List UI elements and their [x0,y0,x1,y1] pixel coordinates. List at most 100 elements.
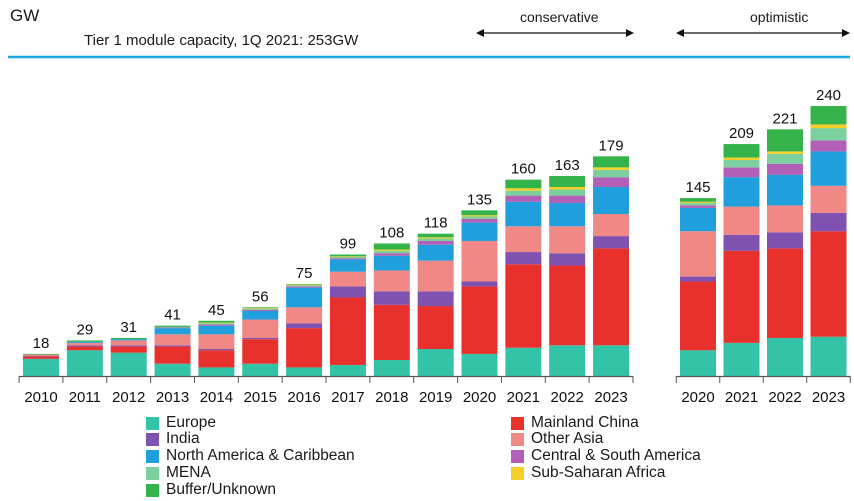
bar-segment-central-south-america-6 [286,286,323,288]
legend-item-sub-saharan-africa: Sub-Saharan Africa [511,464,665,482]
bar-segment-north-america-caribbean-5 [242,310,279,320]
x-tick-label-13: 2023 [594,389,627,406]
bar-segment-north-america-caribbean-6 [286,287,323,308]
bar-segment-north-america-caribbean-3 [154,328,191,335]
bar-segment-north-america-caribbean-14 [680,207,716,232]
bar-segment-buffer-unknown-13 [593,156,630,168]
bar-segment-mena-17 [810,128,847,141]
bar-segment-mainland-china-10 [461,286,498,354]
bar-segment-central-south-america-12 [549,195,586,203]
bar-segment-europe-14 [680,350,716,376]
bar-segment-india-12 [549,253,586,266]
bar-segment-sub-saharan-africa-5 [242,307,279,309]
legend-label-buffer-unknown: Buffer/Unknown [166,481,276,498]
total-label-3: 41 [164,307,181,324]
x-tick-label-15: 2021 [725,389,758,406]
bar-segment-other-asia-11 [505,226,542,253]
bar-segment-mena-3 [154,326,191,328]
bar-segment-buffer-unknown-16 [767,129,803,152]
bar-segment-mainland-china-16 [767,248,803,338]
bar-segment-buffer-unknown-10 [461,210,498,216]
x-tick-label-6: 2016 [287,389,320,406]
total-label-14: 145 [685,179,710,196]
bar-segment-north-america-caribbean-2 [110,339,147,341]
bar-segment-other-asia-9 [417,260,454,292]
bar-segment-mena-12 [549,189,586,196]
bar-segment-north-america-caribbean-10 [461,222,498,242]
bar-segment-mena-8 [373,250,410,254]
bar-segment-central-south-america-17 [810,140,847,152]
bar-segment-other-asia-6 [286,307,323,324]
bar-segment-mainland-china-2 [110,346,147,353]
bar-segment-india-2 [110,345,147,347]
x-tick-label-5: 2015 [244,389,277,406]
total-label-16: 221 [772,110,797,127]
x-tick-label-16: 2022 [768,389,801,406]
legend-item-mena: MENA [146,464,211,482]
bar-segment-mena-11 [505,190,542,196]
legend-label-europe: Europe [166,414,216,431]
bar-segment-central-south-america-10 [461,218,498,223]
bar-segment-india-6 [286,323,323,329]
bar-segment-other-asia-12 [549,226,586,254]
bar-segment-sub-saharan-africa-6 [286,284,323,286]
bar-segment-buffer-unknown-0 [23,353,59,355]
bar-segment-buffer-unknown-9 [417,233,454,238]
bar-segment-sub-saharan-africa-15 [723,157,760,161]
conservative-arrow-head-left [476,29,484,37]
bar-segment-other-asia-7 [329,271,366,287]
conservative-arrow-head-right [626,29,634,37]
bar-segment-mena-4 [198,323,235,325]
bar-segment-buffer-unknown-4 [198,320,235,323]
bar-segment-india-8 [373,291,410,305]
bar-segment-mainland-china-13 [593,248,630,346]
bar-segment-europe-4 [198,367,235,376]
bar-segment-sub-saharan-africa-7 [329,256,366,257]
bar-segment-europe-15 [723,342,760,376]
bar-segment-mena-15 [723,160,760,168]
bar-segment-europe-6 [286,367,323,376]
x-tick-label-8: 2018 [375,389,408,406]
x-tick-label-0: 2010 [24,389,57,406]
bar-segment-india-17 [810,212,847,232]
bar-segment-buffer-unknown-6 [286,283,323,285]
bar-segment-sub-saharan-africa-13 [593,167,630,170]
bar-segment-india-5 [242,337,279,340]
bar-segment-other-asia-3 [154,334,191,346]
bar-segment-north-america-caribbean-1 [66,341,103,343]
bar-segment-buffer-unknown-7 [329,254,366,257]
legend-swatch-other-asia [511,432,524,446]
x-tick-label-4: 2014 [200,389,233,406]
bar-segment-north-america-caribbean-13 [593,187,630,215]
bar-segment-mena-9 [417,238,454,242]
bar-segment-other-asia-0 [23,354,59,356]
bar-segment-india-3 [154,345,191,347]
bar-segment-other-asia-2 [110,340,147,346]
bar-segment-central-south-america-11 [505,195,542,202]
legend-item-buffer-unknown: Buffer/Unknown [146,481,276,499]
legend-label-mainland-china: Mainland China [531,414,639,431]
bar-segment-mainland-china-0 [23,356,59,359]
optimistic-arrow-head-right [842,29,850,37]
total-label-15: 209 [729,125,754,142]
bar-segment-central-south-america-9 [417,241,454,245]
legend-swatch-north-america-caribbean [146,449,159,463]
scenario-label-conservative: conservative [520,9,599,25]
bar-segment-sub-saharan-africa-9 [417,237,454,239]
bar-segment-europe-13 [593,345,630,376]
bar-segment-buffer-unknown-1 [66,340,103,342]
bar-segment-sub-saharan-africa-17 [810,124,847,129]
bar-segment-other-asia-10 [461,241,498,282]
bar-segment-north-america-caribbean-4 [198,325,235,335]
bar-segment-europe-10 [461,353,498,376]
bar-segment-north-america-caribbean-11 [505,201,542,227]
bar-segment-north-america-caribbean-16 [767,174,803,206]
bar-segment-sub-saharan-africa-8 [373,249,410,251]
bar-segment-sub-saharan-africa-11 [505,188,542,191]
bar-segment-mainland-china-11 [505,264,542,348]
bar-segment-india-13 [593,236,630,249]
legend-label-mena: MENA [166,464,211,481]
bar-segment-europe-9 [417,349,454,376]
bar-segment-buffer-unknown-2 [110,337,147,340]
